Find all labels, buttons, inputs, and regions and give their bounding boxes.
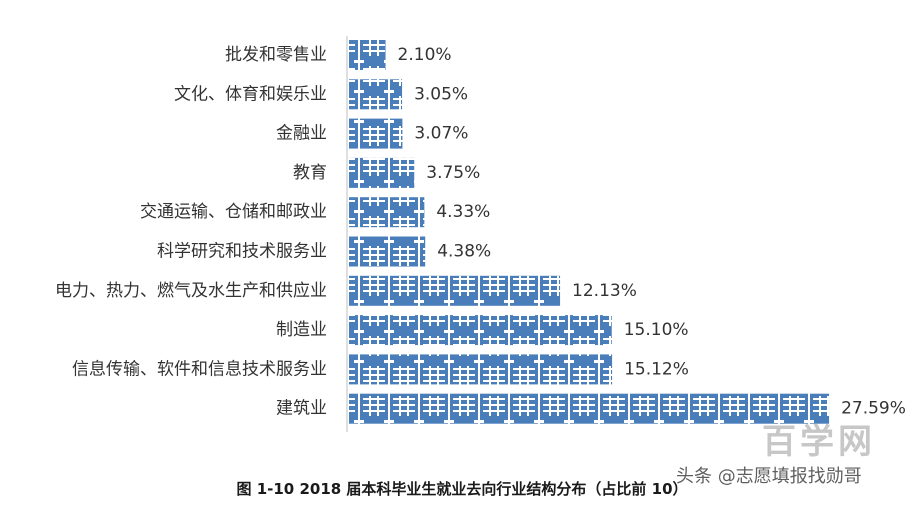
value-label: 4.33% [436,202,490,222]
category-label: 信息传输、软件和信息技术服务业 [72,359,327,379]
category-label: 科学研究和技术服务业 [157,242,327,262]
value-label: 27.59% [841,399,906,419]
value-label: 2.10% [398,45,452,65]
watermark-logo: 百学网 [762,422,876,462]
category-label: 交通运输、仓储和邮政业 [140,202,327,222]
bar [349,275,561,306]
category-label: 文化、体育和娱乐业 [174,84,327,104]
value-label: 15.12% [624,359,689,379]
category-label: 教育 [293,163,327,183]
bar [349,393,830,424]
bar [349,354,613,385]
value-label: 3.75% [426,163,480,183]
figure-caption: 图 1-10 2018 届本科毕业生就业去向行业结构分布（占比前 10） [236,480,688,498]
bar [349,197,425,228]
category-label: 建筑业 [276,399,327,419]
bar-chart: 批发和零售业 2.10% 文化、体育和娱乐业 3.05% 金融业 3.07% 教育 3.75%… [55,36,906,432]
watermark-handle: 头条 @志愿填报找勋哥 [676,466,862,487]
bar [349,79,403,110]
bar [349,40,386,70]
category-label: 批发和零售业 [225,45,327,65]
value-label: 4.38% [437,242,491,262]
category-label: 电力、热力、燃气及水生产和供应业 [55,281,327,301]
value-label: 3.07% [414,124,468,144]
value-label: 3.05% [414,84,468,104]
category-label: 制造业 [276,320,327,340]
value-label: 12.13% [572,281,637,301]
bar [349,157,415,188]
value-label: 15.10% [624,320,689,340]
bar [349,236,426,267]
category-label: 金融业 [276,124,327,144]
bar [349,118,403,149]
bar [349,315,612,346]
